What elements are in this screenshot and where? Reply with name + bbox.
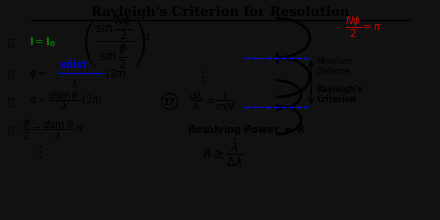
- Text: $R \geq \dfrac{\bar{\lambda}}{\Delta\lambda}$: $R \geq \dfrac{\bar{\lambda}}{\Delta\lam…: [202, 139, 245, 169]
- Text: $\dfrac{N\phi}{2} = \pi$: $\dfrac{N\phi}{2} = \pi$: [345, 14, 382, 40]
- Text: $\lambda$: $\lambda$: [71, 78, 78, 90]
- Text: $\phi = \dfrac{d\sin\theta}{\lambda}\,(2\pi)$: $\phi = \dfrac{d\sin\theta}{\lambda}\,(2…: [29, 90, 103, 113]
- Text: ①: ①: [7, 38, 14, 47]
- Text: $\left(\dfrac{\sin\dfrac{N\phi}{2}}{\sin\dfrac{\phi}{2}}\right)^{\!\!2}$: $\left(\dfrac{\sin\dfrac{N\phi}{2}}{\sin…: [82, 14, 150, 71]
- Text: $(2\pi)$: $(2\pi)$: [105, 67, 127, 81]
- Text: $\phi = $: $\phi = $: [29, 67, 48, 81]
- Text: $\mathbf{xdist}$: $\mathbf{xdist}$: [59, 58, 88, 70]
- Text: $\mathbf{Resolving\ Power\ =\ R}$: $\mathbf{Resolving\ Power\ =\ R}$: [187, 123, 306, 137]
- Text: Rayleigh's Criterion for Resolution: Rayleigh's Criterion for Resolution: [91, 6, 349, 19]
- Text: ③: ③: [7, 97, 14, 106]
- Text: $\vdots$: $\vdots$: [195, 69, 205, 85]
- Text: Rayleigh's
Criterion: Rayleigh's Criterion: [316, 85, 363, 104]
- Text: $\mathbf{I} = \mathbf{I_0}$: $\mathbf{I} = \mathbf{I_0}$: [29, 35, 56, 49]
- Text: ②: ②: [7, 70, 14, 78]
- Text: $\vdots$: $\vdots$: [32, 143, 42, 160]
- Text: ④: ④: [7, 125, 14, 134]
- Text: $\dfrac{d\lambda}{\lambda} \geq \dfrac{1}{mN}$: $\dfrac{d\lambda}{\lambda} \geq \dfrac{1…: [189, 90, 236, 113]
- Text: $\mathbf{17}$: $\mathbf{17}$: [163, 96, 176, 107]
- Text: $\dfrac{\phi}{2} = \dfrac{d\sin\theta}{\lambda}\,\pi$: $\dfrac{\phi}{2} = \dfrac{d\sin\theta}{\…: [22, 117, 84, 142]
- Text: Minimum
Distance: Minimum Distance: [316, 57, 352, 76]
